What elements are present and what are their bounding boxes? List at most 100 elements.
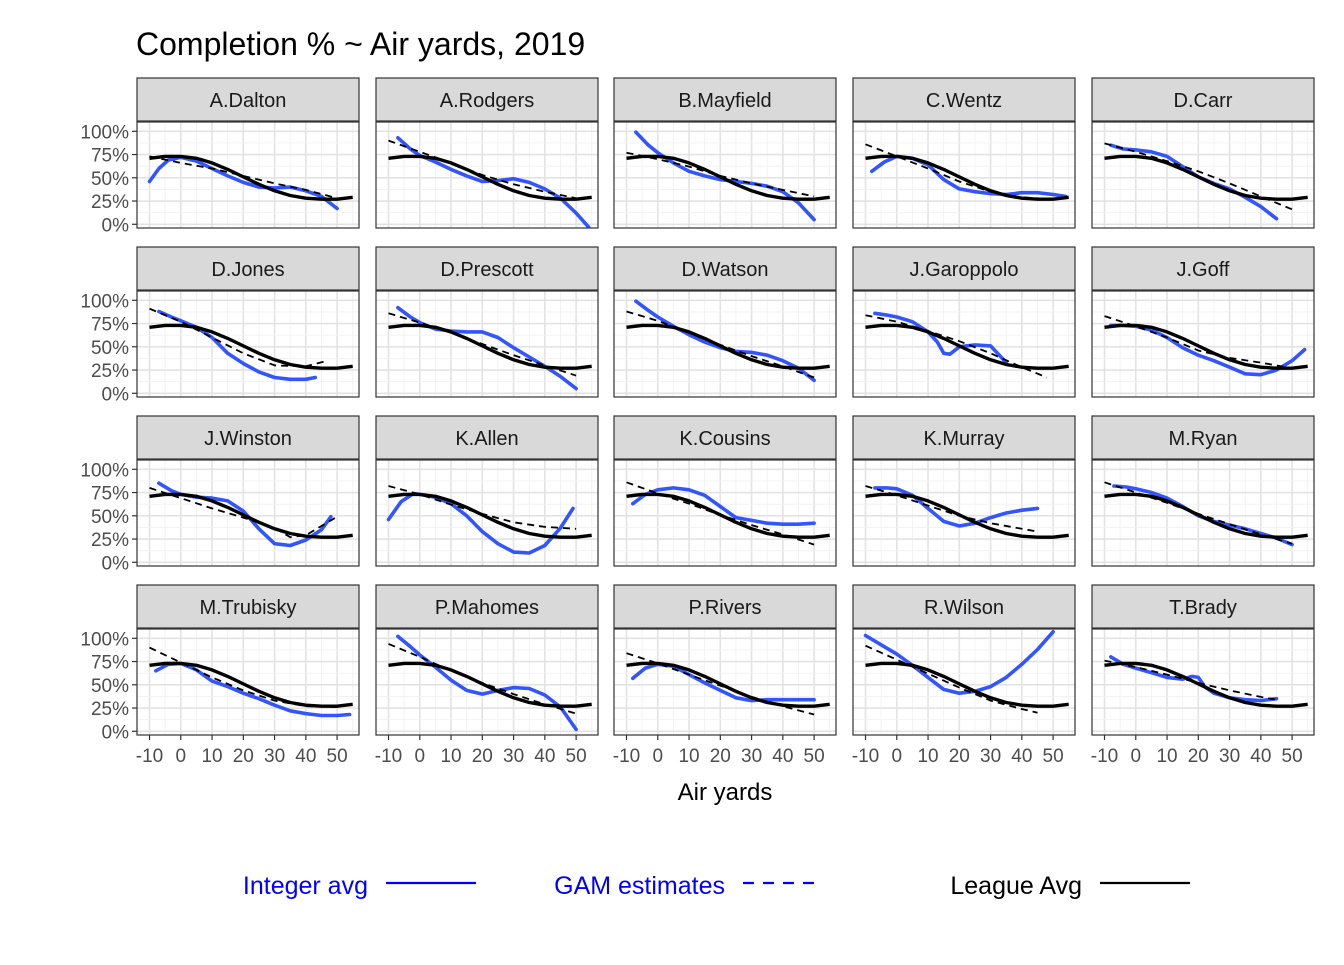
league-avg-line [865, 492, 1069, 539]
facet-strip-label: T.Brady [1169, 597, 1237, 619]
facet-strip-label: B.Mayfield [678, 90, 771, 112]
facet-strip-label: D.Prescott [440, 259, 534, 281]
x-tick-label: 30 [741, 746, 762, 767]
facet-panel: A.Rodgers [375, 77, 599, 229]
x-tick-label: 40 [295, 746, 316, 767]
facet-strip-label: J.Goff [1177, 259, 1230, 281]
league-avg-line [388, 323, 592, 370]
y-tick-label: 50% [91, 676, 129, 697]
panel-border [1091, 459, 1315, 567]
league-avg-line [626, 661, 830, 708]
facet-strip-label: J.Garoppolo [910, 259, 1019, 281]
facet-strip [375, 415, 599, 460]
integer-avg-line [873, 486, 1040, 528]
x-tick-label: 30 [980, 746, 1001, 767]
gam-estimate-line [1104, 315, 1293, 370]
x-tick-label: 20 [710, 746, 731, 767]
panel-border [375, 121, 599, 229]
y-tick-label: 100% [80, 629, 129, 650]
panel-border [852, 459, 1076, 567]
facet-strip [852, 77, 1076, 122]
facet-strip [136, 246, 360, 291]
panel-border [1091, 628, 1315, 736]
facet-strip [852, 415, 1076, 460]
panel-grid [614, 629, 836, 735]
league-avg-line [388, 154, 592, 201]
panel-border [375, 290, 599, 398]
x-tick-label: 10 [440, 746, 461, 767]
y-tick-label: 100% [80, 291, 129, 312]
facet-strip [613, 246, 837, 291]
panel-background [614, 629, 836, 735]
x-tick-label: 20 [472, 746, 493, 767]
facet-panel: D.Watson [613, 246, 837, 398]
panel-series [149, 307, 353, 382]
panel-background [853, 291, 1075, 397]
facet-panel: J.Winston 0%25%50%75% 100% [80, 415, 360, 574]
legend-label: GAM estimates [554, 872, 725, 900]
y-tick-label: 50% [91, 338, 129, 359]
facet-strip-label: P.Mahomes [435, 597, 539, 619]
facet-strip-label: J.Winston [204, 428, 292, 450]
panel-grid [1092, 629, 1314, 735]
league-avg-line [865, 661, 1069, 708]
panel-series [865, 143, 1069, 201]
panel-grid [853, 629, 1075, 735]
facet-panel: T.Brady [1091, 584, 1315, 736]
panel-series [1104, 142, 1308, 221]
y-tick-label: 0% [102, 722, 130, 743]
league-avg-line [865, 154, 1069, 201]
facet-strip-label: K.Allen [455, 428, 518, 450]
panel-border [852, 290, 1076, 398]
panel-series [626, 652, 830, 716]
facet-strip [613, 77, 837, 122]
x-tick-label: 0 [175, 746, 186, 767]
panel-border [613, 121, 837, 229]
x-tick-label: 10 [917, 746, 938, 767]
panel-background [137, 629, 359, 735]
x-tick-label: -10 [852, 746, 879, 767]
facet-strip-label: A.Dalton [210, 90, 287, 112]
y-tick-label: 0% [102, 384, 130, 405]
x-tick-label: 0 [414, 746, 425, 767]
x-tick-label: 10 [678, 746, 699, 767]
facet-strip [852, 246, 1076, 291]
panel-series [626, 481, 830, 546]
panel-border [136, 290, 360, 398]
panel-series [865, 485, 1069, 539]
x-tick-label: 50 [1282, 746, 1303, 767]
facet-strip [1091, 584, 1315, 629]
x-tick-label: 40 [772, 746, 793, 767]
facet-strip [136, 584, 360, 629]
panel-background [614, 291, 836, 397]
integer-avg-line [1109, 655, 1279, 703]
panel-background [1092, 460, 1314, 566]
panel-background [614, 460, 836, 566]
x-tick-label: 50 [566, 746, 587, 767]
gam-estimate-line [388, 139, 577, 200]
facet-panel: D.Jones 0%25%50%75% 100% [80, 246, 360, 405]
facet-panel: P.Mahomes [375, 584, 599, 736]
facet-strip-label: D.Jones [211, 259, 284, 281]
panel-series [1104, 481, 1308, 547]
y-tick-label: 0% [102, 215, 130, 236]
facet-strip [136, 77, 360, 122]
facet-panel: R.Wilson [852, 584, 1076, 736]
league-avg-line [1104, 661, 1308, 708]
facet-strip-label: M.Ryan [1169, 428, 1238, 450]
panel-background [853, 460, 1075, 566]
league-avg-line [149, 323, 353, 370]
facet-panel: K.Cousins [613, 415, 837, 567]
panel-border [1091, 290, 1315, 398]
x-tick-label: 0 [652, 746, 663, 767]
y-tick-label: 50% [91, 169, 129, 190]
facet-panel: J.Goff [1091, 246, 1315, 398]
panel-series [386, 485, 592, 555]
y-tick-label: 50% [91, 507, 129, 528]
x-tick-label: 30 [503, 746, 524, 767]
integer-avg-line [873, 311, 1009, 365]
x-tick-label: 50 [804, 746, 825, 767]
